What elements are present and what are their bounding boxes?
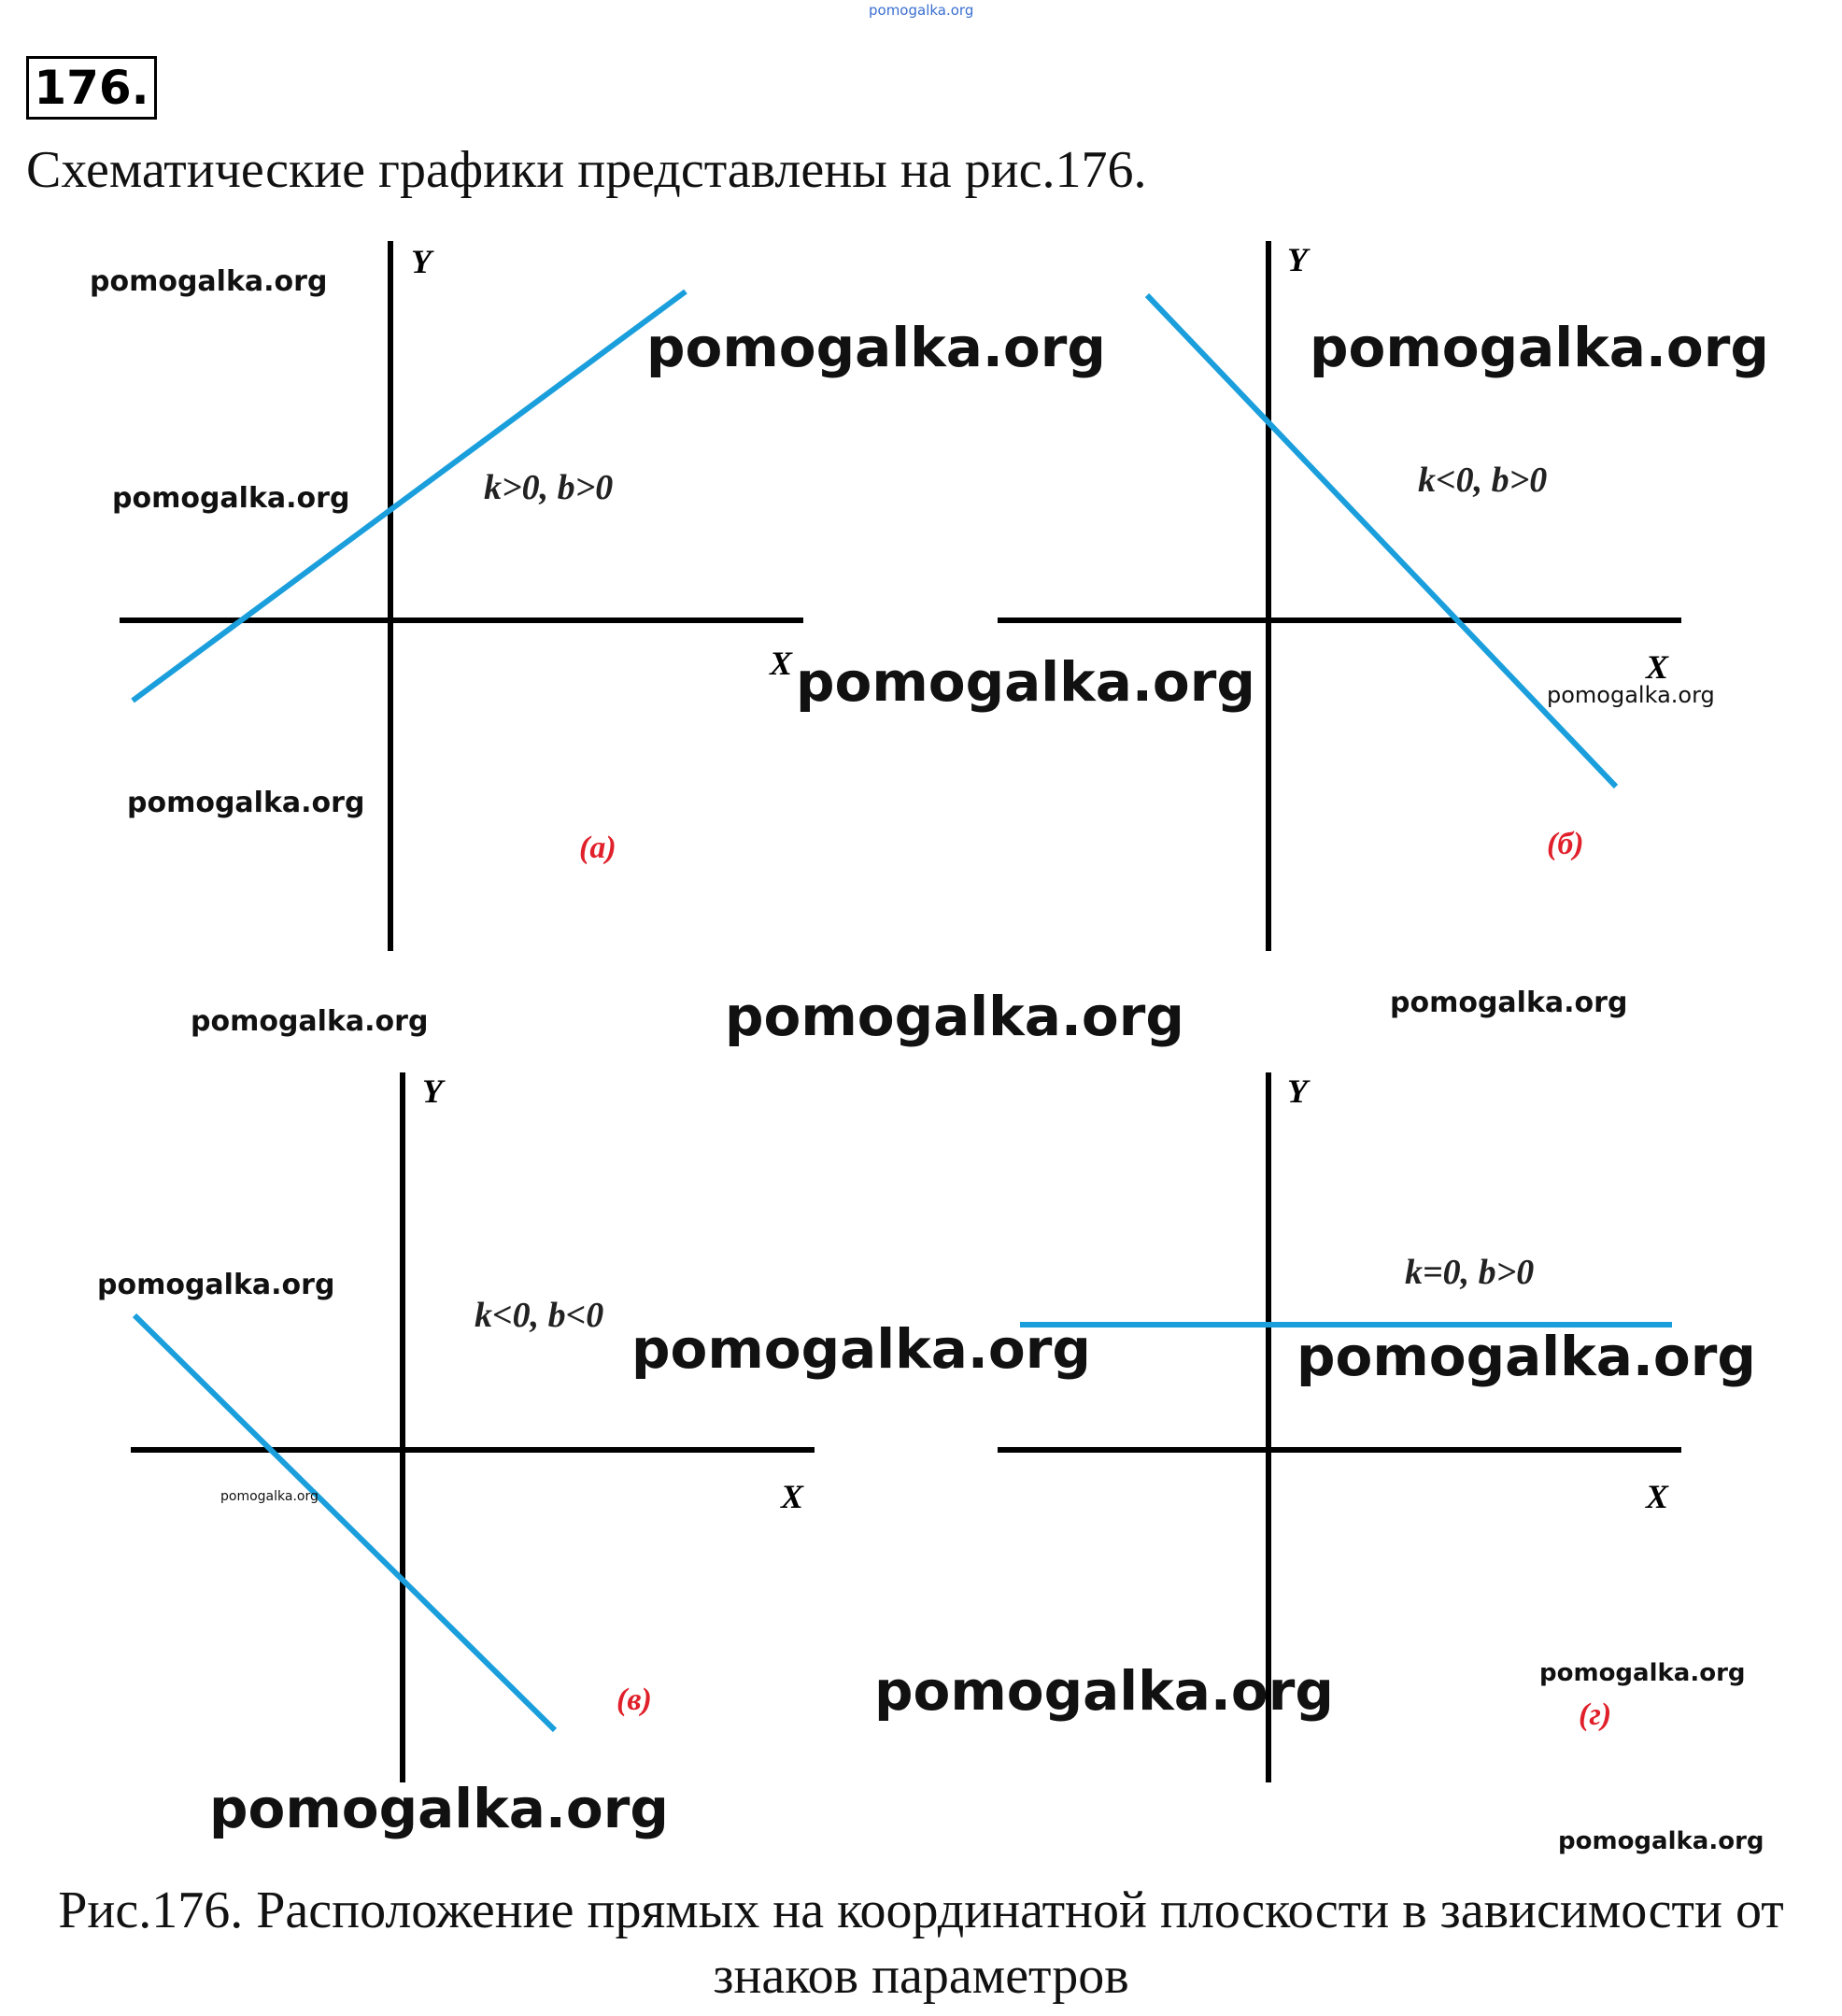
watermark: pomogalka.org [1310, 316, 1769, 379]
figure-caption: Рис.176. Расположение прямых на координа… [0, 1878, 1842, 2009]
watermark: pomogalka.org [127, 787, 365, 819]
watermark: pomogalka.org [1296, 1325, 1756, 1388]
watermark: pomogalka.org [1390, 987, 1628, 1019]
watermark: pomogalka.org [97, 1269, 335, 1301]
panel-a-condition: k>0, b>0 [484, 468, 613, 507]
panel-a: Y X k>0, b>0 (а) [120, 241, 803, 951]
panel-d-condition: k=0, b>0 [1405, 1253, 1534, 1292]
watermark: pomogalka.org [796, 650, 1255, 714]
panel-b-x-label: X [1645, 648, 1669, 686]
panel-a-y-label: Y [411, 243, 434, 280]
panel-d: Y X k=0, b>0 (г) [998, 1072, 1681, 1782]
watermark: pomogalka.org [209, 1777, 669, 1840]
watermark: pomogalka.org [725, 985, 1184, 1048]
top-watermark: pomogalka.org [869, 2, 974, 19]
watermark: pomogalka.org [646, 316, 1106, 379]
panel-a-x-label: X [769, 645, 793, 682]
panel-d-x-label: X [1645, 1478, 1669, 1515]
panel-c-x-label: X [780, 1478, 804, 1515]
intro-text: Схематические графики представлены на ри… [26, 141, 1147, 199]
panel-c-condition: k<0, b<0 [475, 1296, 603, 1335]
watermark: pomogalka.org [112, 482, 350, 515]
watermark: pomogalka.org [191, 1005, 429, 1038]
caption-line-1: Рис.176. Расположение прямых на координа… [58, 1881, 1784, 1939]
panel-b: Y X k<0, b>0 (б) [998, 241, 1681, 951]
watermark: pomogalka.org [1547, 682, 1715, 708]
watermark: pomogalka.org [90, 265, 328, 298]
panel-c-label: (в) [616, 1682, 652, 1717]
problem-number: 176. [26, 56, 157, 120]
caption-line-2: знаков параметров [713, 1947, 1129, 2005]
watermark: pomogalka.org [631, 1317, 1091, 1381]
panel-c-y-label: Y [422, 1072, 446, 1110]
panel-b-label: (б) [1547, 827, 1584, 861]
watermark: pomogalka.org [220, 1489, 319, 1504]
panel-c-graph-line [132, 1313, 558, 1733]
panel-a-label: (а) [579, 831, 616, 865]
panel-b-condition: k<0, b>0 [1418, 461, 1547, 500]
watermark: pomogalka.org [874, 1659, 1334, 1723]
panel-c: Y X k<0, b<0 (в) [131, 1072, 815, 1782]
panel-d-y-label: Y [1287, 1072, 1311, 1110]
watermark: pomogalka.org [1558, 1827, 1764, 1855]
watermark: pomogalka.org [1539, 1659, 1746, 1687]
panel-d-label: (г) [1579, 1697, 1611, 1732]
panel-b-y-label: Y [1287, 241, 1311, 278]
panel-a-graph-line [131, 289, 687, 703]
panel-b-graph-line [1144, 292, 1619, 789]
